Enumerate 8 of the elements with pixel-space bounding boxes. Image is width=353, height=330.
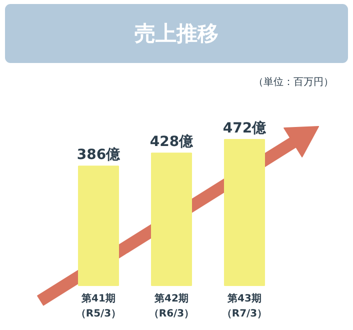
data-label: 386億 (76, 146, 122, 164)
x-tick-label: 第43期（R7/3） (222, 292, 268, 320)
chart-title: 売上推移 (134, 22, 218, 46)
x-tick-label: 第41期（R5/3） (76, 292, 122, 320)
text: （単位：百万円） (254, 76, 334, 88)
x-tick-label: 第42期（R6/3） (148, 292, 194, 320)
data-label: 428億 (150, 133, 194, 150)
data-label: 472億 (222, 120, 268, 136)
